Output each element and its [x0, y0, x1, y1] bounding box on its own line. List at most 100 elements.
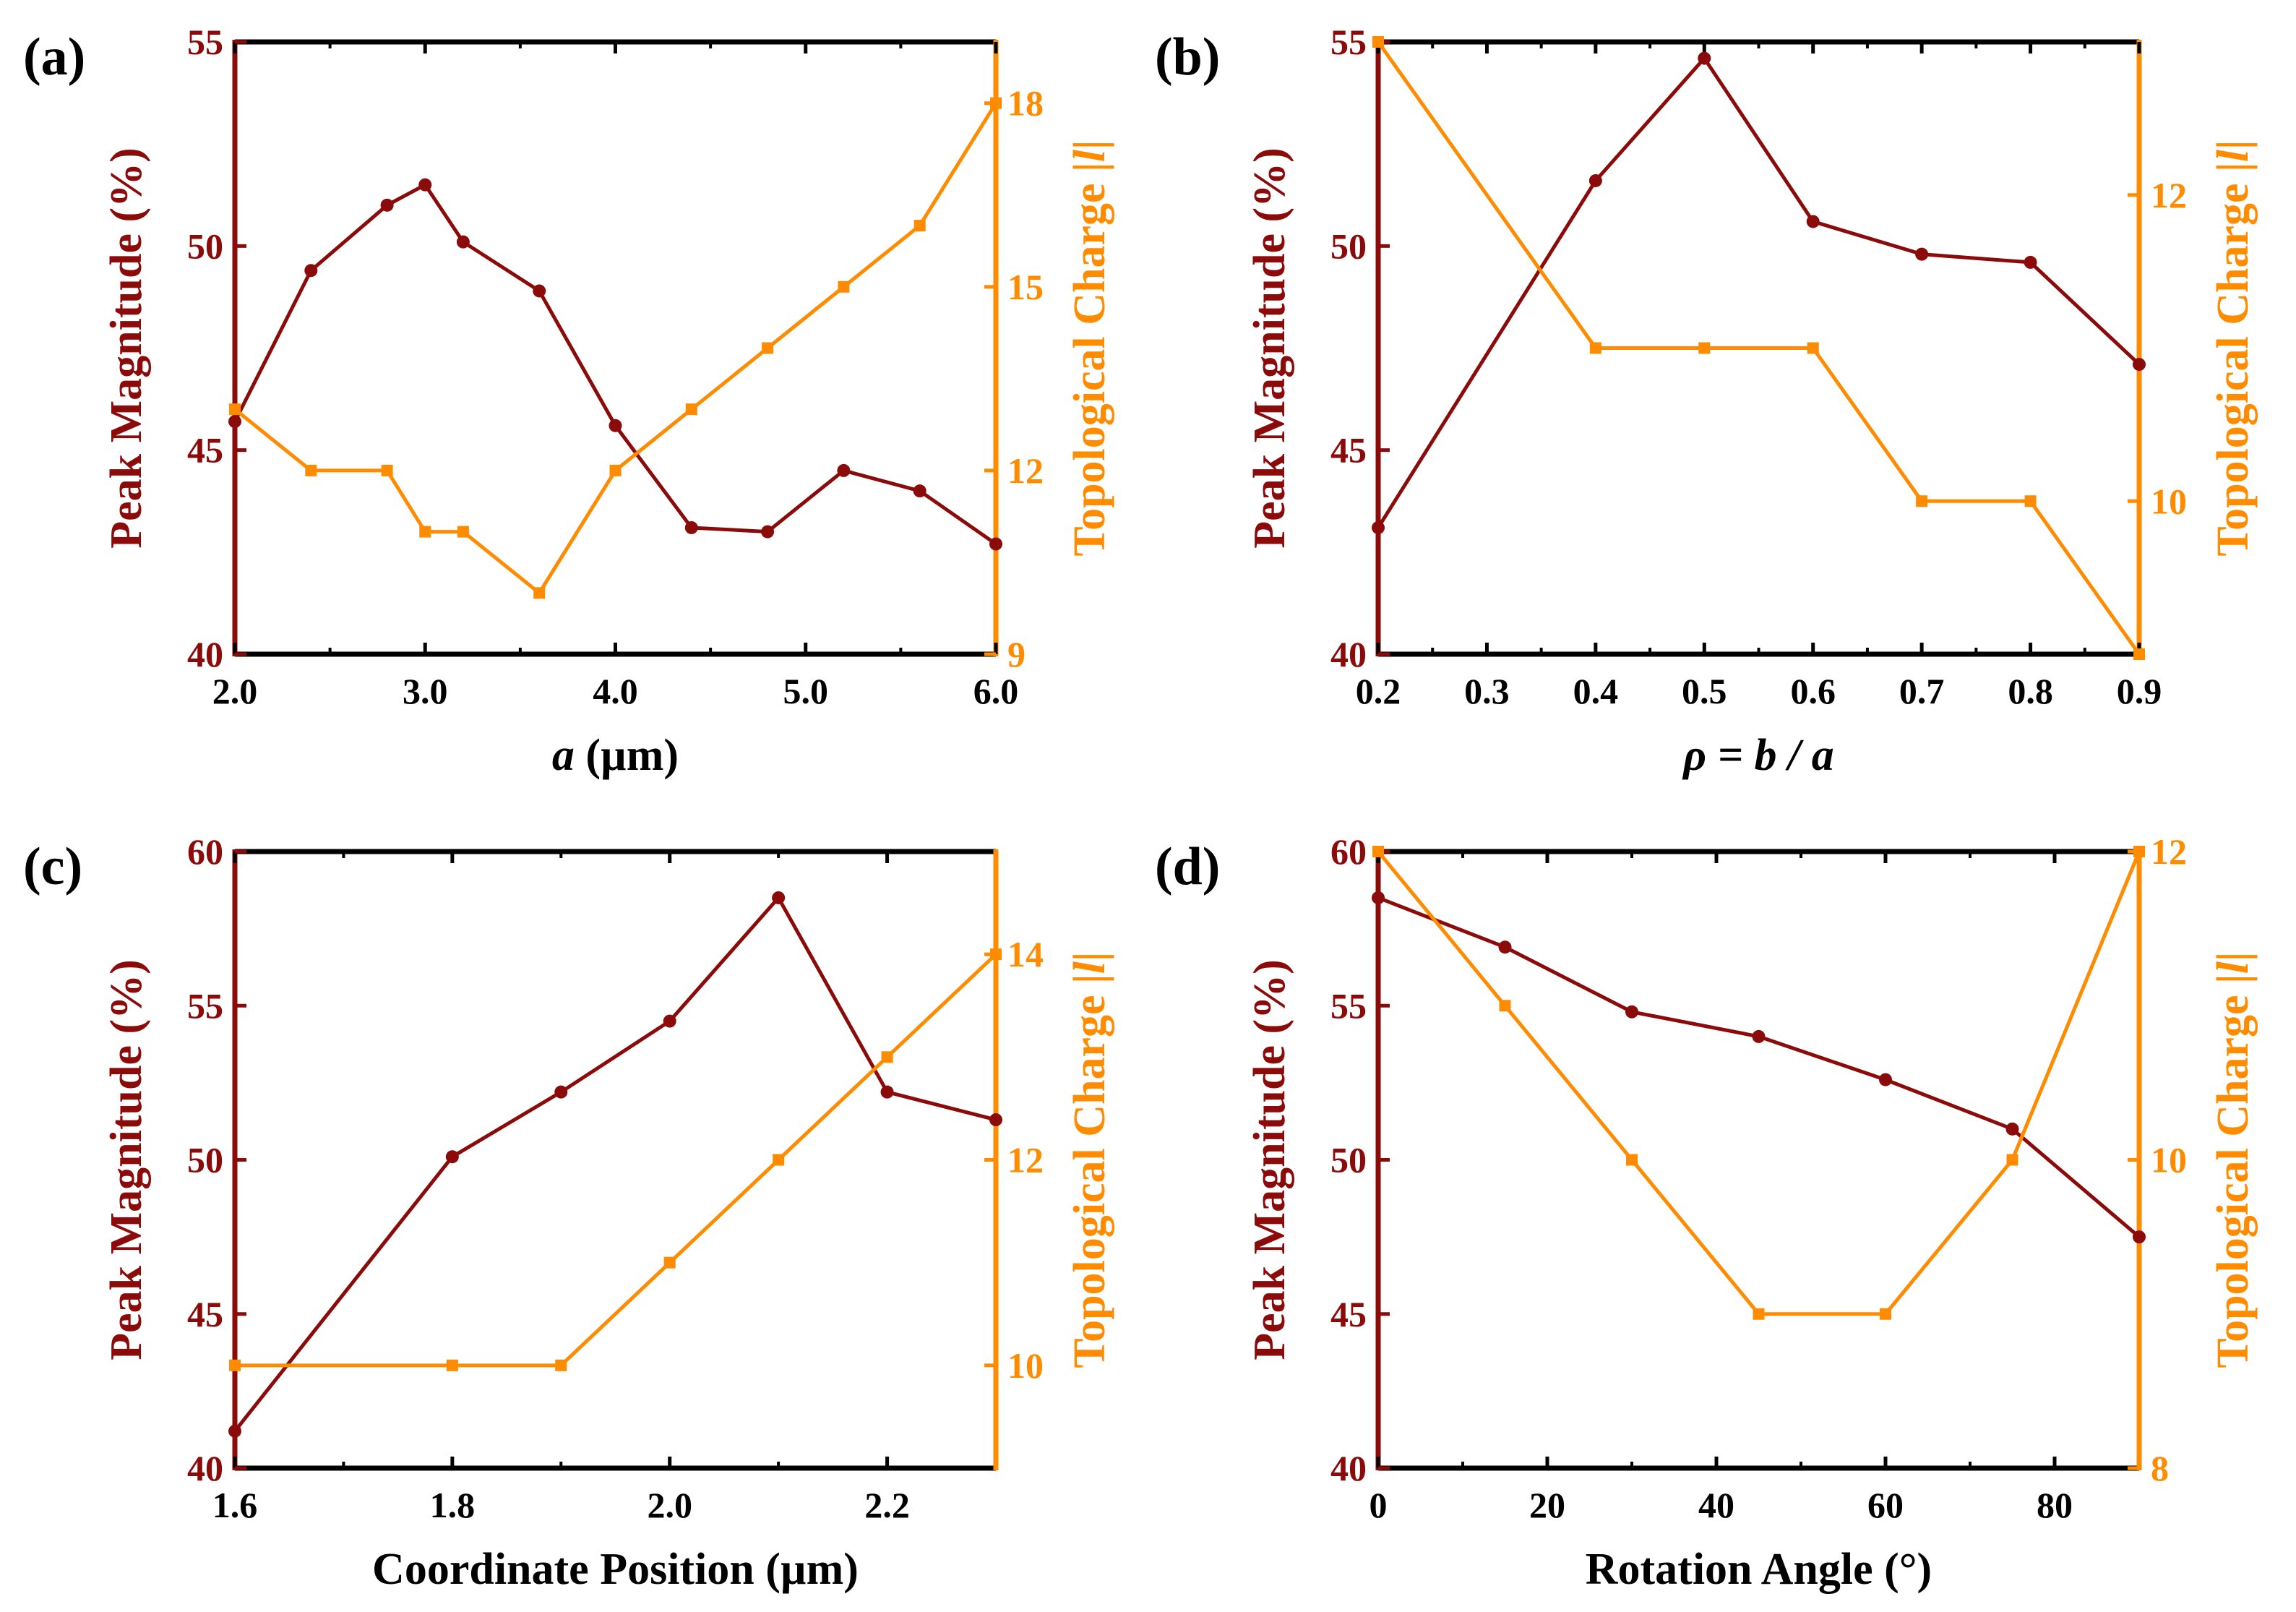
data-point-circle [1698, 51, 1711, 65]
panel-a: 2.0 3.0 4.0 5.0 6.0 40 45 50 55 9 12 15 18 (a) a (µm) P… [23, 22, 1114, 780]
data-point-square [555, 1359, 567, 1371]
y-axis-label-right: Topological Charge |l| [1065, 951, 1114, 1368]
data-point-square [533, 587, 546, 599]
data-point-square [1807, 342, 1819, 354]
data-point-square [1372, 36, 1384, 48]
data-point-square [1499, 1000, 1511, 1012]
y-tick-label-right: 10 [2151, 1140, 2187, 1180]
x-tick-label: 0 [1370, 1485, 1388, 1525]
x-tick-label: 1.8 [430, 1485, 476, 1525]
series-line [1377, 896, 2141, 1239]
x-tick-label: 0.2 [1356, 671, 1401, 711]
series-line [235, 953, 997, 1368]
series-line [1376, 56, 2141, 529]
data-point-square [381, 464, 393, 476]
y-tick-label-right: 12 [2151, 831, 2187, 872]
series-peak-magnitude [1372, 891, 2146, 1244]
data-point-square [990, 97, 1002, 109]
y-axis-label-right: Topological Charge |l| [1065, 140, 1114, 556]
data-point-square [762, 342, 774, 354]
x-tick-label: 60 [1867, 1485, 1904, 1525]
data-point-circle [533, 284, 546, 298]
y-tick-label-left: 55 [1330, 985, 1367, 1026]
data-point-square [990, 948, 1002, 961]
data-point-square [1372, 846, 1384, 857]
series-line [1377, 850, 2141, 1316]
x-tick-label: 2.0 [212, 671, 258, 711]
y-axis-label-right: Topological Charge |l| [2209, 140, 2258, 556]
data-point-square [305, 464, 317, 476]
y-tick-label-right: 12 [1007, 1140, 1044, 1180]
y-tick-label-right: 9 [1007, 634, 1026, 674]
data-point-square [1880, 1308, 1891, 1320]
data-point-square [457, 526, 469, 538]
data-point-square [609, 464, 622, 476]
data-point-square [229, 403, 241, 416]
data-point-circle [880, 1085, 894, 1099]
panel-label: (c) [23, 837, 82, 896]
series-peak-magnitude [1372, 51, 2146, 534]
data-point-circle [761, 525, 775, 539]
data-point-square [685, 403, 697, 416]
data-point-circle [456, 235, 470, 249]
y-tick-label-left: 50 [1330, 226, 1367, 266]
data-point-circle [1372, 520, 1385, 534]
y-axis-label-left: Peak Magnitude (%) [102, 959, 151, 1360]
x-tick-label: 6.0 [973, 671, 1019, 711]
y-tick-label-right: 15 [1007, 267, 1044, 307]
series-topological-charge [1372, 846, 2145, 1320]
y-tick-label-left: 45 [1330, 1294, 1367, 1334]
y-tick-label-right: 12 [2151, 175, 2187, 215]
x-tick-label: 0.3 [1464, 671, 1510, 711]
y-tick-label-left: 55 [1330, 22, 1367, 62]
data-point-circle [2024, 255, 2037, 269]
data-point-circle [663, 1014, 676, 1028]
y-tick-label-left: 45 [1330, 430, 1367, 471]
y-tick-label-left: 60 [1330, 831, 1367, 872]
y-tick-label-left: 40 [187, 634, 223, 674]
x-tick-label: 2.0 [647, 1485, 692, 1525]
data-point-circle [445, 1150, 459, 1164]
x-tick-label: 80 [2037, 1485, 2073, 1525]
x-tick-label: 0.5 [1682, 671, 1727, 711]
series-peak-magnitude [228, 891, 1002, 1438]
data-point-square [1589, 342, 1601, 354]
x-tick-label: 20 [1529, 1485, 1565, 1525]
data-point-circle [1588, 173, 1602, 187]
data-point-circle [1752, 1029, 1766, 1043]
x-tick-label: 0.6 [1790, 671, 1836, 711]
y-tick-label-left: 40 [187, 1448, 223, 1488]
data-point-square [2133, 648, 2145, 660]
data-point-circle [228, 415, 241, 429]
series-topological-charge [229, 97, 1002, 599]
x-tick-label: 3.0 [403, 671, 448, 711]
x-axis-label: Coordinate Position (µm) [372, 1545, 859, 1594]
x-tick-label: 5.0 [783, 671, 829, 711]
series-line [233, 102, 998, 595]
y-tick-label-left: 50 [187, 226, 223, 266]
data-point-square [2006, 1154, 2018, 1166]
x-tick-label: 1.6 [212, 1485, 258, 1525]
y-tick-label-left: 45 [187, 1294, 223, 1334]
y-tick-label-left: 40 [1330, 1448, 1367, 1488]
data-point-square [2133, 846, 2145, 857]
data-point-circle [304, 264, 318, 278]
data-point-circle [989, 1113, 1002, 1127]
x-tick-label: 4.0 [593, 671, 638, 711]
data-point-circle [989, 537, 1002, 551]
y-tick-label-right: 10 [1007, 1345, 1044, 1386]
panel-label: (a) [23, 27, 85, 87]
data-point-square [229, 1359, 241, 1371]
panel-d: 0 20 40 60 80 40 45 50 55 60 8 10 12 (d) Rotation Angl… [1155, 831, 2258, 1594]
data-point-square [663, 1256, 676, 1269]
y-tick-label-left: 45 [187, 430, 223, 471]
panel-c: 1.6 1.8 2.0 2.2 40 45 50 55 60 10 12 14 (c) Coordinat… [23, 831, 1114, 1594]
data-point-circle [1915, 247, 1929, 261]
data-point-square [913, 220, 926, 232]
y-tick-label-left: 60 [187, 831, 223, 872]
series-line [233, 896, 997, 1433]
y-tick-label-right: 8 [2151, 1448, 2169, 1488]
x-axis-label: ρ = b / a [1682, 731, 1834, 780]
series-peak-magnitude [228, 178, 1002, 551]
y-axis-label-left: Peak Magnitude (%) [1245, 959, 1294, 1360]
